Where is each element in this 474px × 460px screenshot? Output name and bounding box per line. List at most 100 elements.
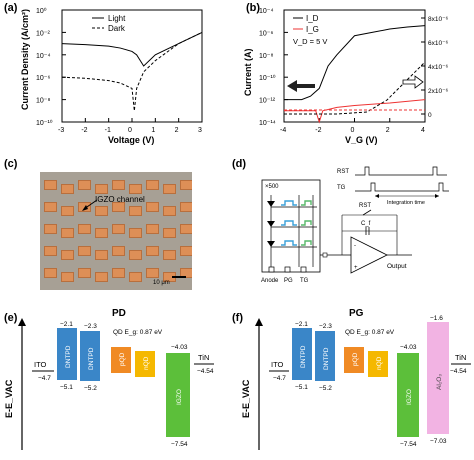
pd-layer-pqd-label: pQD — [119, 352, 126, 366]
device-row — [40, 202, 192, 218]
pd-layer-igzo-label: IGZO — [176, 389, 183, 405]
band-diagram-pg: PG E-E_VAC ITO −4.7 DNTPD −2.1 −5.1 DNTP… — [241, 308, 471, 450]
pg-dntpd2-top: −2.3 — [319, 323, 332, 330]
panel-a-yticks: 10⁰ 10⁻² 10⁻⁴ 10⁻⁶ 10⁻⁸ 10⁻¹⁰ — [36, 7, 66, 127]
b-ytick-right-label: 8x10⁻⁶ — [428, 16, 449, 23]
legend-ig-label: I_G — [306, 25, 319, 34]
b-ytick-left-label: 10⁻¹⁰ — [259, 74, 276, 82]
device-pad — [78, 202, 91, 212]
device-pad — [129, 272, 142, 282]
a-xtick-label: 0 — [128, 127, 132, 134]
pd-layer-nqd — [135, 351, 155, 377]
pg-igzo-top: −4.03 — [400, 344, 417, 351]
a-xtick-label: 3 — [198, 127, 202, 134]
pd-layer-dntpd-2 — [80, 331, 100, 381]
pg-layer-dntpd-2-label: DNTPD — [323, 347, 330, 370]
device-pad — [112, 224, 125, 234]
device-pad — [146, 246, 159, 256]
panel-e-letter: (e) — [4, 312, 18, 324]
a-series-light — [61, 31, 203, 67]
pd-yaxis-label: E-E_VAC — [4, 379, 14, 418]
device-pad — [163, 206, 176, 216]
a-series-dark — [61, 31, 203, 111]
device-pad — [78, 224, 91, 234]
b-xtick-label: -4 — [280, 127, 286, 134]
microscope-image — [40, 172, 192, 290]
panel-a-letter: (a) — [4, 2, 18, 14]
b-ytick-left-label: 10⁻⁶ — [259, 30, 273, 37]
device-pad — [112, 180, 125, 190]
pg-layer-igzo-label: IGZO — [406, 389, 413, 405]
pd-layer-pqd — [111, 347, 131, 373]
device-pad — [129, 184, 142, 194]
device-pad — [163, 228, 176, 238]
pg-layer-nqd — [368, 351, 388, 377]
device-pad — [44, 180, 57, 190]
panel-c-letter: (c) — [4, 158, 18, 170]
channel-pointer-arrow — [82, 199, 98, 211]
pg-tin-label: TiN — [455, 353, 466, 362]
panel-b-letter: (b) — [246, 2, 261, 14]
a-ytick-label: 10⁻² — [36, 30, 50, 37]
device-pad — [180, 268, 192, 278]
b-series-ig — [284, 99, 426, 124]
legend-id-label: I_D — [306, 14, 319, 23]
pg-layer-pqd — [344, 347, 364, 373]
pg-al2o3-bottom: −7.03 — [430, 438, 447, 445]
pg-layer-igzo — [397, 353, 419, 437]
b-ytick-left-label: 10⁻⁸ — [259, 53, 273, 60]
device-pad — [61, 250, 74, 260]
b-ytick-left-label: 10⁻¹⁴ — [259, 120, 276, 127]
device-pad — [146, 224, 159, 234]
rst2-label: RST — [359, 203, 371, 209]
pd-qd-gap-label: QD E_g: 0.87 eV — [113, 329, 163, 336]
panel-d-letter: (d) — [232, 158, 247, 170]
igzo-channel-label: IGZO channel — [95, 195, 145, 204]
b-series-id — [284, 25, 426, 101]
pg-ito-label: ITO — [271, 360, 284, 369]
device-pad — [61, 184, 74, 194]
pg-layer-pqd-label: pQD — [352, 352, 359, 366]
svg-text:-: - — [354, 243, 356, 249]
panel-b-yticks-right: 8x10⁻⁶ 6x10⁻⁶ 4x10⁻⁶ 2x10⁻⁶ 0 — [421, 16, 449, 119]
panel-a-chart: Current Density (A/cm²) Voltage (V) 10⁰1… — [20, 7, 203, 145]
pg-label: PG — [284, 278, 293, 284]
pd-tin-label: TiN — [198, 353, 209, 362]
a-ytick-label: 10⁰ — [36, 7, 47, 15]
panel-b-xlabel: V_G (V) — [345, 135, 378, 145]
right-arrow-icon — [402, 75, 424, 89]
b-ytick-right-label: 6x10⁻⁶ — [428, 40, 449, 47]
pg-ito-value: −4.7 — [273, 375, 286, 382]
pg-layer-al2o3 — [427, 322, 449, 434]
pd-dntpd2-bottom: −5.2 — [84, 385, 97, 392]
scale-bar-label: 10 μm — [153, 280, 170, 286]
panel-a-xticks: -3 -2 -1 0 1 2 3 — [58, 118, 203, 134]
device-pad — [44, 224, 57, 234]
device-row — [40, 224, 192, 240]
device-pad — [78, 246, 91, 256]
b-xtick-label: 2 — [386, 127, 390, 134]
panel-b-yticks-left: 10⁻⁴ 10⁻⁶ 10⁻⁸ 10⁻¹⁰ 10⁻¹² 10⁻¹⁴ — [259, 8, 288, 127]
a-ytick-label: 10⁻⁶ — [36, 75, 50, 82]
pg-title: PG — [349, 308, 364, 319]
pd-ito-value: −4.7 — [38, 375, 51, 382]
scale-bar — [172, 276, 186, 278]
device-pad — [163, 184, 176, 194]
a-xtick-label: 2 — [175, 127, 179, 134]
device-pad — [180, 224, 192, 234]
output-label: Output — [387, 263, 407, 270]
device-pad — [95, 184, 108, 194]
device-row — [40, 246, 192, 262]
device-pad — [44, 246, 57, 256]
a-ytick-label: 10⁻⁸ — [36, 98, 50, 105]
device-pad — [61, 228, 74, 238]
circuit-diagram: ×500 Anode PG TG - + Output — [261, 166, 449, 284]
panel-a-ylabel: Current Density (A/cm²) — [20, 9, 30, 110]
device-row — [40, 180, 192, 196]
device-pad — [78, 268, 91, 278]
pg-al2o3-top: −1.6 — [430, 315, 443, 322]
legend-dark-label: Dark — [108, 24, 126, 33]
a-ytick-label: 10⁻⁴ — [36, 53, 51, 60]
panel-b-ylabel: Current (A) — [243, 49, 253, 97]
pg-layer-al2o3-label: Al₂O₃ — [436, 374, 443, 390]
